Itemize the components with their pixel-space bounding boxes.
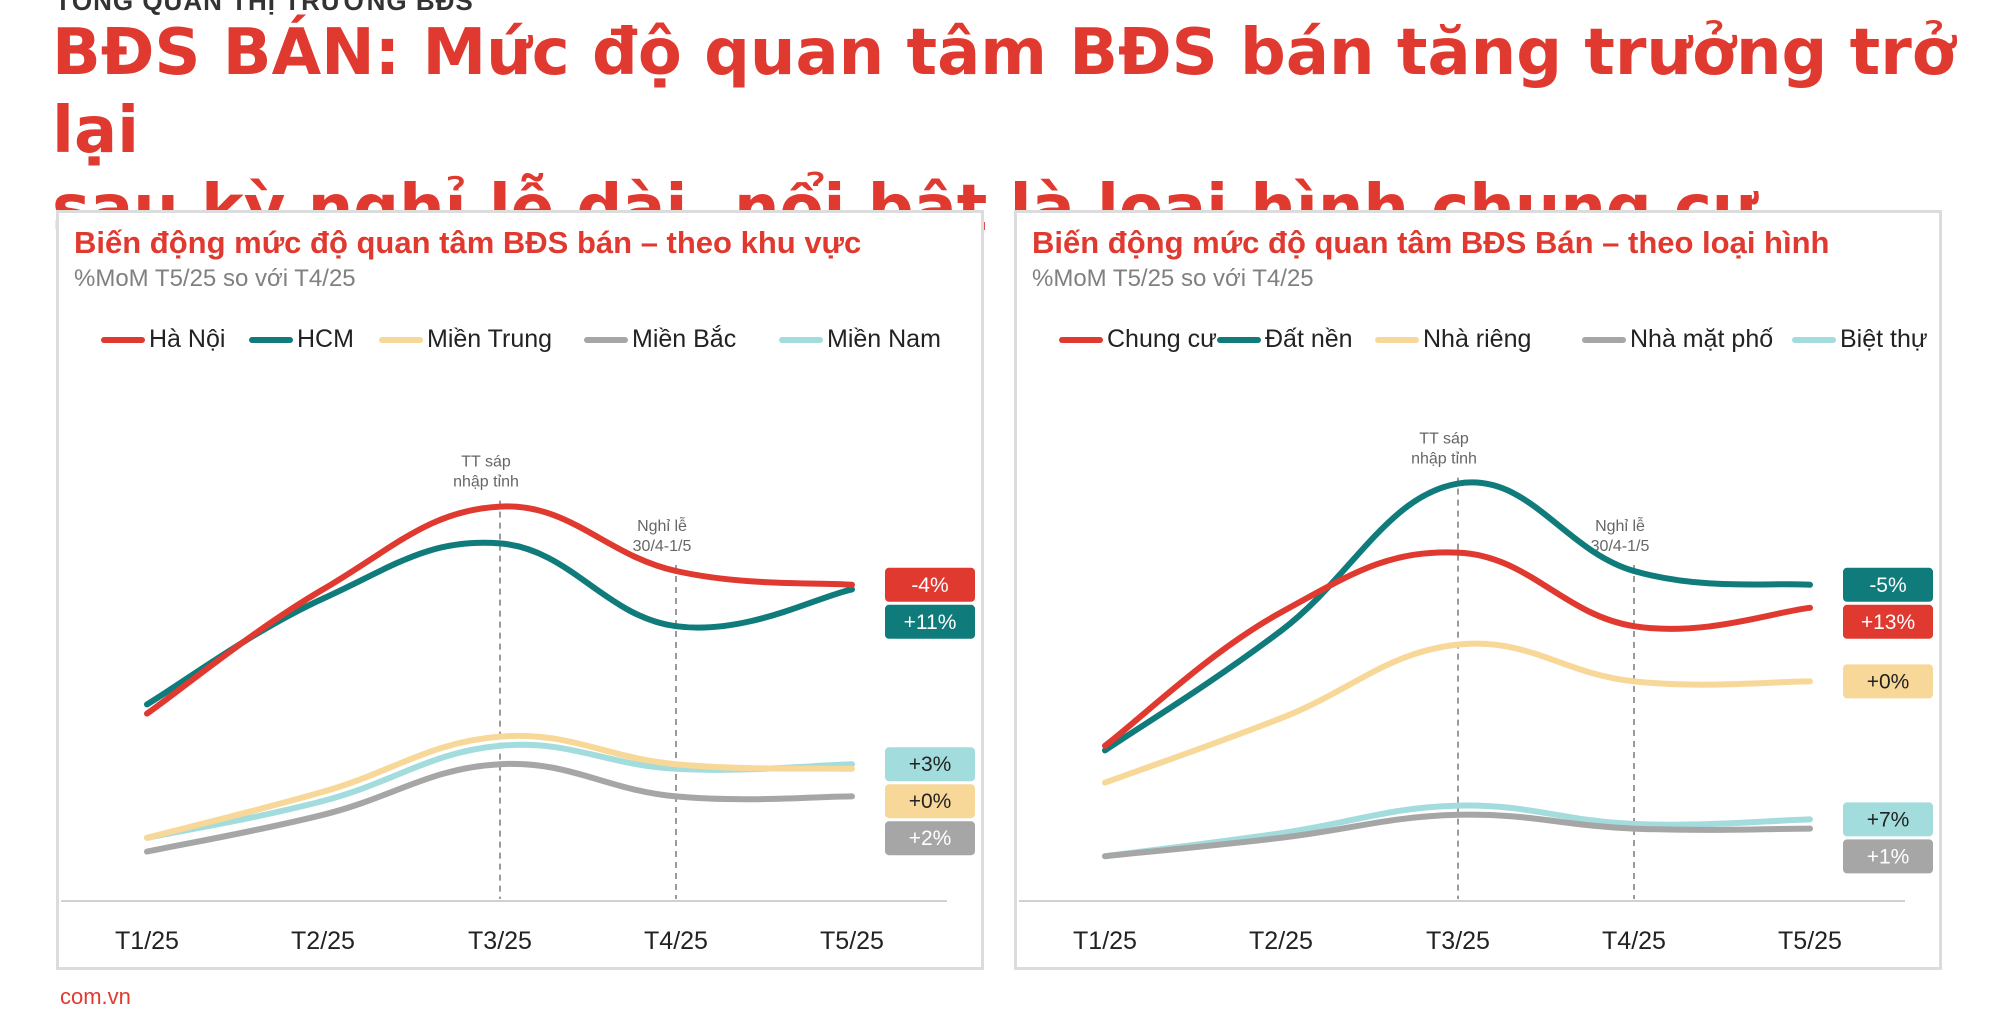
footer-brand: com.vn	[60, 984, 131, 1009]
line-chart: T1/25 T2/25 T3/25 T4/25 T5/25 TT sáp nhập tỉnh…	[1019, 431, 1933, 955]
series-line	[1102, 479, 1813, 754]
legend-swatch	[1217, 336, 1261, 343]
chart-legend: Hà Nội HCM Miền Trung Miền Bắc Miền Nam	[59, 325, 987, 365]
x-tick-label: T5/25	[820, 927, 884, 955]
legend-label: HCM	[297, 325, 354, 353]
legend-swatch	[379, 336, 423, 343]
legend-label: Chung cư	[1107, 325, 1217, 353]
x-tick-label: T2/25	[291, 927, 355, 955]
legend-label: Biệt thự	[1840, 325, 1928, 353]
legend-item: Miền Bắc	[584, 325, 736, 354]
end-label-text: +1%	[1867, 845, 1910, 868]
end-value-label: +0%	[885, 784, 975, 819]
chart-panel-by-type: Biến động mức độ quan tâm BĐS Bán – theo…	[1014, 210, 1942, 970]
end-label-text: +13%	[1861, 611, 1915, 634]
legend-item: Chung cư	[1059, 325, 1217, 354]
page-title-line-1: BĐS BÁN: Mức độ quan tâm BĐS bán tăng tr…	[52, 16, 1956, 168]
section-label: TỔNG QUAN THỊ TRƯỜNG BĐS	[55, 0, 474, 16]
chart-subtitle: %MoM T5/25 so với T4/25	[1032, 265, 1314, 292]
end-label-text: -4%	[911, 574, 948, 597]
end-label-text: +11%	[904, 611, 957, 634]
end-value-label: +13%	[1843, 604, 1933, 639]
end-value-label: +2%	[885, 821, 975, 856]
x-tick-label: T1/25	[1073, 927, 1137, 955]
end-value-label: +11%	[885, 604, 975, 639]
end-value-label: +3%	[885, 747, 975, 782]
legend-swatch	[1792, 336, 1836, 343]
end-label-box	[885, 747, 975, 782]
chart-legend: Chung cư Đất nền Nhà riêng Nhà mặt phố Biệt …	[1017, 325, 1945, 365]
series-line	[144, 732, 855, 841]
legend-swatch	[779, 336, 823, 343]
end-value-label: +1%	[1843, 839, 1933, 874]
x-tick-label: T5/25	[1778, 927, 1842, 955]
x-tick-label: T3/25	[468, 927, 532, 955]
legend-swatch	[1375, 336, 1419, 343]
end-value-label: -4%	[885, 567, 975, 602]
end-label-box	[885, 784, 975, 819]
end-label-box	[885, 821, 975, 856]
end-label-text: +0%	[1867, 670, 1910, 693]
series-line	[1102, 640, 1813, 786]
legend-item: Miền Nam	[779, 325, 941, 354]
legend-label: Nhà mặt phố	[1630, 325, 1774, 353]
x-tick-label: T4/25	[1602, 927, 1666, 955]
legend-item: HCM	[249, 325, 354, 354]
x-tick-label: T1/25	[115, 927, 179, 955]
annotation-label: TT sáp nhập tỉnh	[453, 454, 519, 491]
series-line	[144, 760, 855, 855]
legend-item: Hà Nội	[101, 325, 225, 354]
end-label-box	[1843, 664, 1933, 699]
legend-label: Miền Trung	[427, 325, 553, 353]
end-label-text: +3%	[909, 753, 952, 776]
legend-item: Nhà mặt phố	[1582, 325, 1773, 354]
x-tick-label: T3/25	[1426, 927, 1490, 955]
legend-item: Biệt thự	[1792, 325, 1928, 354]
legend-swatch	[584, 336, 628, 343]
end-label-box	[1843, 604, 1933, 639]
legend-item: Nhà riêng	[1375, 325, 1531, 354]
x-tick-label: T4/25	[644, 927, 708, 955]
series-line	[1102, 811, 1813, 860]
annotation-label: Nghỉ lễ 30/4-1/5	[1591, 516, 1650, 555]
end-label-box	[1843, 802, 1933, 837]
legend-swatch	[101, 336, 145, 343]
x-tick-label: T2/25	[1249, 927, 1313, 955]
legend-swatch	[1059, 336, 1103, 343]
end-value-label: +7%	[1843, 802, 1933, 837]
series-line	[1102, 549, 1813, 749]
legend-item: Đất nền	[1217, 325, 1353, 354]
series-line	[144, 503, 855, 717]
end-label-text: +0%	[909, 790, 952, 813]
chart-subtitle: %MoM T5/25 so với T4/25	[74, 265, 356, 292]
legend-swatch	[249, 336, 293, 343]
legend-item: Miền Trung	[379, 325, 552, 354]
end-label-box	[885, 604, 975, 639]
legend-label: Nhà riêng	[1423, 325, 1532, 353]
end-label-text: +2%	[909, 827, 952, 850]
line-chart: T1/25 T2/25 T3/25 T4/25 T5/25 TT sáp nhập tỉnh…	[61, 454, 975, 955]
annotation-label: TT sáp nhập tỉnh	[1411, 431, 1477, 468]
chart-title: Biến động mức độ quan tâm BĐS Bán – theo…	[1032, 225, 1830, 260]
end-label-text: -5%	[1869, 574, 1906, 597]
legend-label: Miền Nam	[827, 325, 941, 353]
end-value-label: -5%	[1843, 567, 1933, 602]
end-label-text: +7%	[1867, 808, 1910, 831]
chart-title: Biến động mức độ quan tâm BĐS bán – theo…	[74, 225, 862, 260]
end-label-box	[1843, 839, 1933, 874]
end-label-box	[1843, 567, 1933, 602]
legend-swatch	[1582, 336, 1626, 343]
end-value-label: +0%	[1843, 664, 1933, 699]
legend-label: Hà Nội	[149, 325, 226, 353]
chart-panel-by-region: Biến động mức độ quan tâm BĐS bán – theo…	[56, 210, 984, 970]
annotation-label: Nghỉ lễ 30/4-1/5	[633, 516, 692, 555]
legend-label: Miền Bắc	[632, 325, 737, 353]
end-label-box	[885, 567, 975, 602]
legend-label: Đất nền	[1265, 325, 1353, 353]
